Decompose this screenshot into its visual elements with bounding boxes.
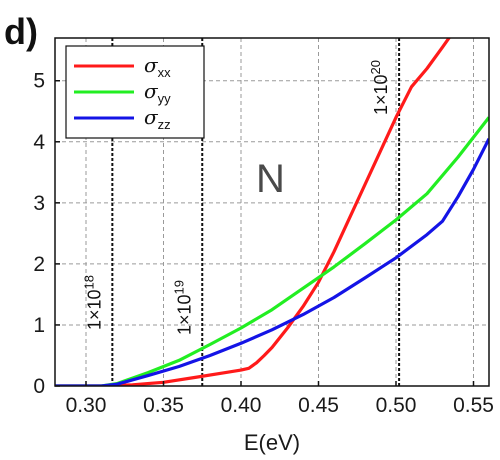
- y-tick-label: 4: [33, 131, 45, 154]
- y-tick-label: 2: [33, 253, 45, 276]
- axis-ticks: 0.30 0.35 0.40 0.45 0.50 0.55 0 1 2 3 4 5: [33, 70, 494, 417]
- carrier-concentration-lines: 1×1018 1×1019 1×1020: [81, 38, 401, 386]
- x-tick-label: 0.35: [143, 394, 184, 417]
- region-label: N: [256, 157, 285, 201]
- x-axis-title: E(eV): [244, 430, 300, 455]
- x-tick-label: 0.30: [66, 394, 107, 417]
- panel-label: d): [4, 11, 38, 52]
- legend-label: σyy: [144, 79, 171, 106]
- x-tick-label: 0.40: [221, 394, 262, 417]
- grid-lines: [55, 38, 489, 386]
- vertical-line-label: 1×1019: [171, 280, 194, 335]
- x-tick-label: 0.55: [453, 394, 494, 417]
- series-line-sigma-xx: [55, 38, 451, 386]
- series-line-sigma-zz: [55, 137, 489, 386]
- legend-label: σzz: [144, 105, 171, 132]
- y-tick-label: 5: [33, 70, 45, 93]
- data-series: [55, 38, 489, 386]
- legend-label: σxx: [144, 53, 171, 80]
- vertical-line-label: 1×1018: [81, 275, 104, 330]
- y-tick-label: 3: [33, 192, 45, 215]
- y-tick-label: 0: [33, 375, 45, 398]
- vertical-line-label: 1×1020: [368, 60, 391, 115]
- x-tick-label: 0.50: [376, 394, 417, 417]
- plot-frame: [54, 37, 490, 387]
- y-tick-label: 1: [33, 314, 45, 337]
- x-tick-label: 0.45: [298, 394, 339, 417]
